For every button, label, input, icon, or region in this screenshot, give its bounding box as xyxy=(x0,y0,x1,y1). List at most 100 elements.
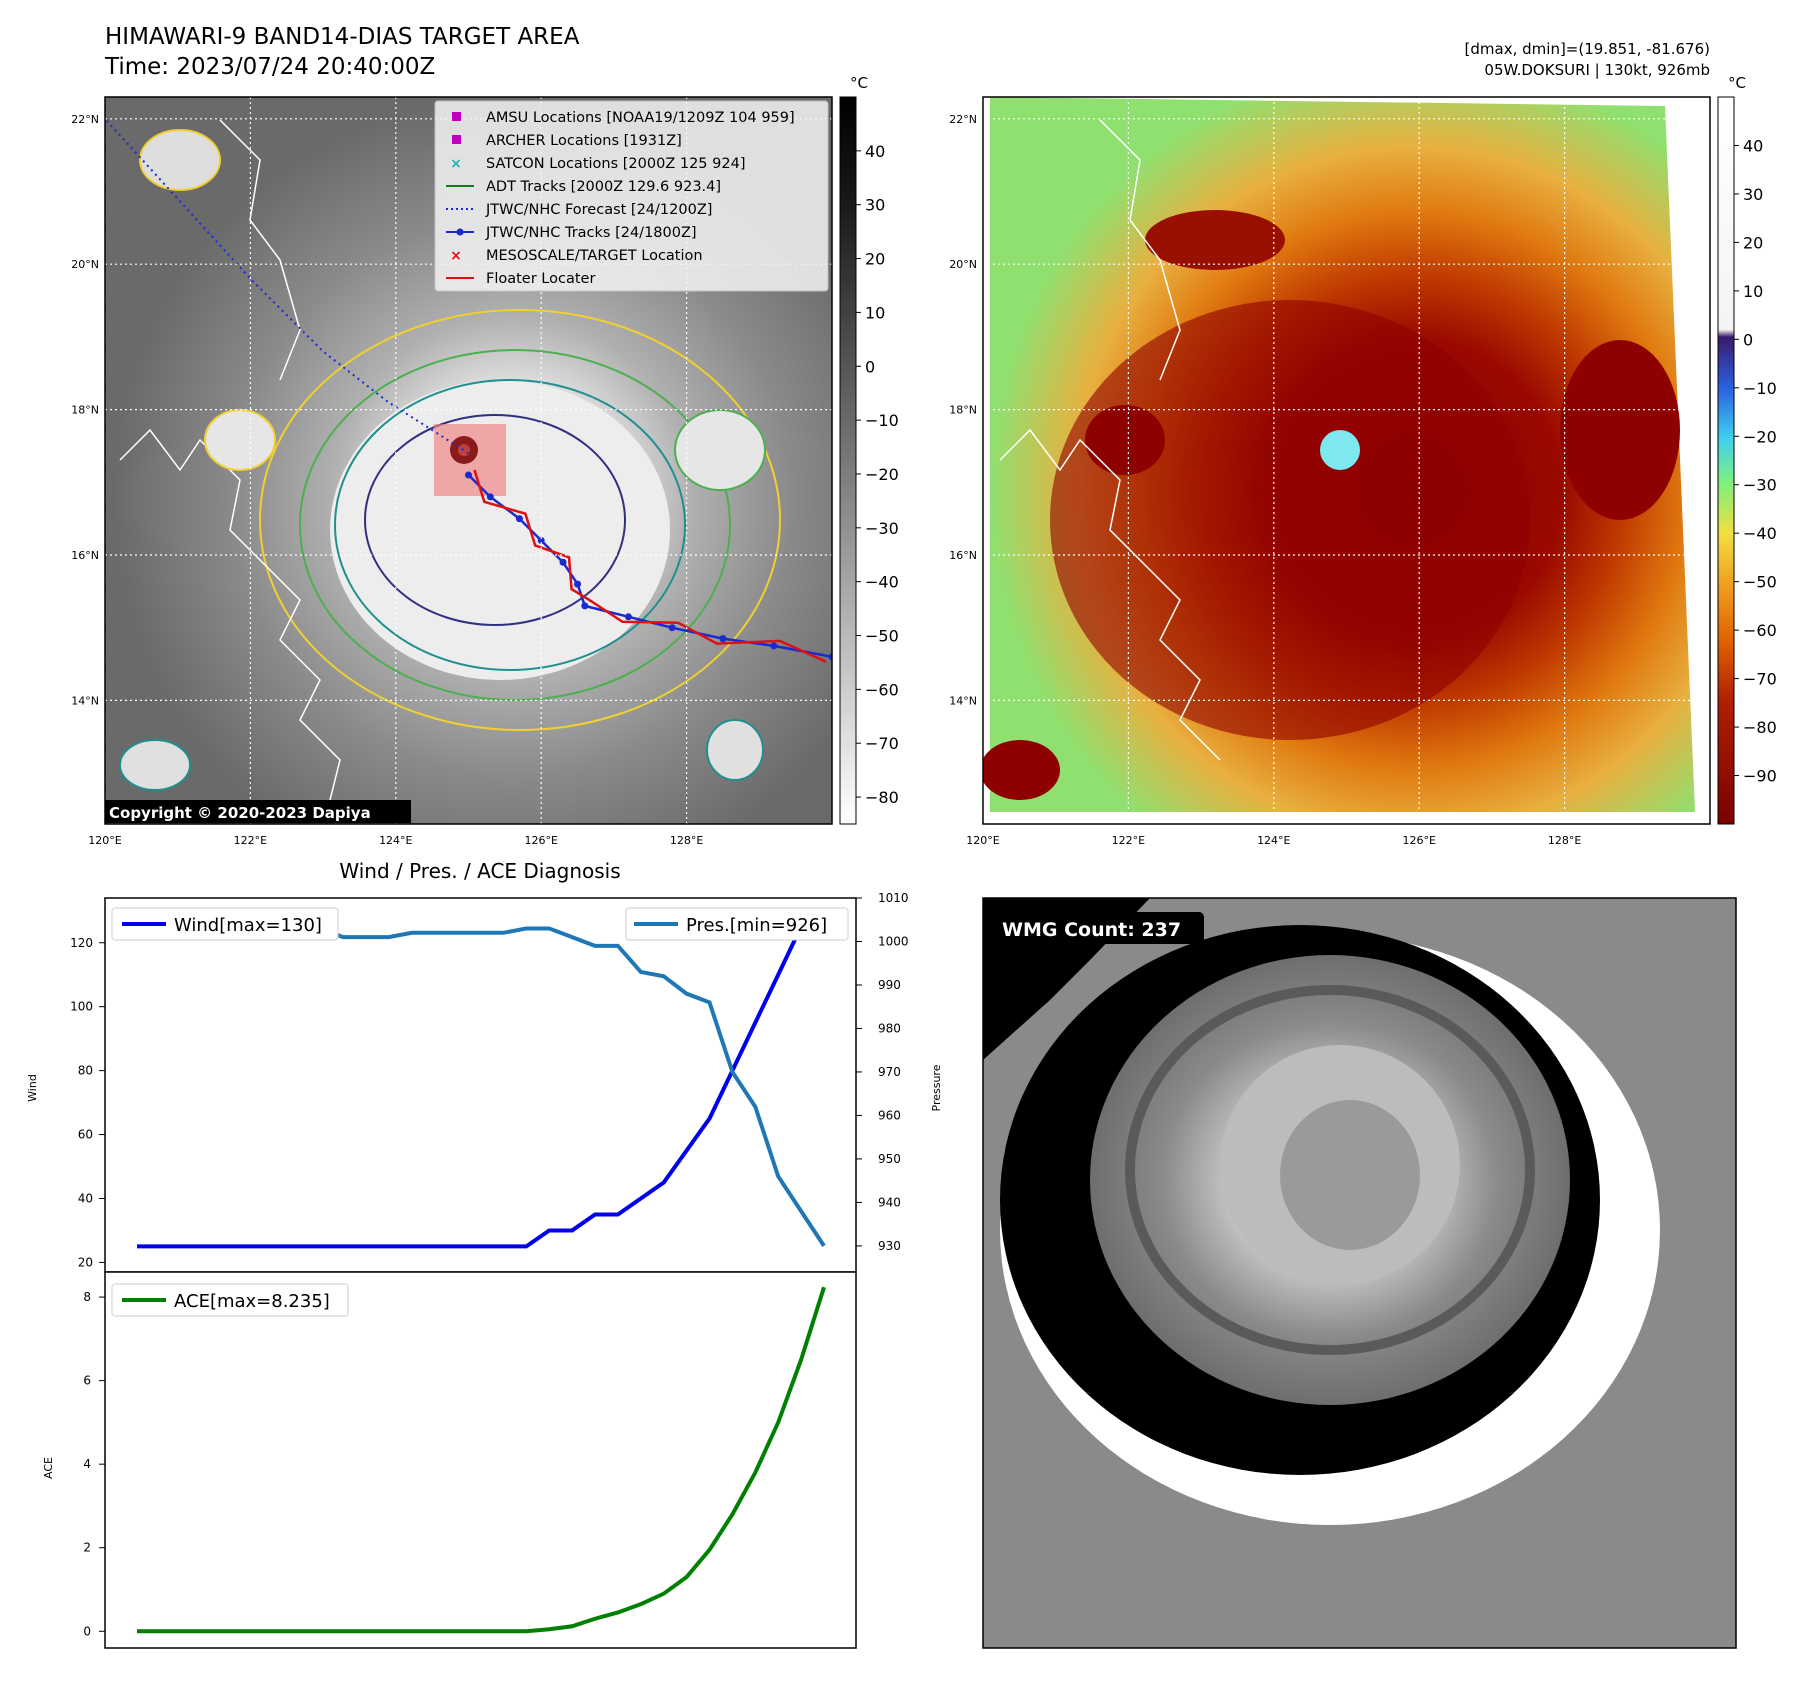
wind-tick-label: 20 xyxy=(78,1255,93,1269)
colorbar-tick-label: −30 xyxy=(1743,476,1777,495)
legend-label: ADT Tracks [2000Z 129.6 923.4] xyxy=(486,179,721,195)
coastline-right xyxy=(999,428,1221,761)
colorbar-tick-label: −20 xyxy=(865,465,899,484)
time-stamp: Time: 2023/07/24 20:40:00Z xyxy=(104,54,435,80)
colorbar-tick-label: 40 xyxy=(865,142,885,161)
dmax-dmin-label: [dmax, dmin]=(19.851, -81.676) xyxy=(1465,40,1710,58)
ace-tick-label: 8 xyxy=(83,1290,91,1304)
lon-tick-label: 120°E xyxy=(88,834,121,847)
legend-label: MESOSCALE/TARGET Location xyxy=(486,248,703,264)
legend: AMSU Locations [NOAA19/1209Z 104 959] ARC… xyxy=(434,100,829,292)
colorbar-tick-label: −70 xyxy=(865,734,899,753)
convective-cell xyxy=(674,409,766,491)
wmg-count-label: WMG Count: 237 xyxy=(1002,919,1181,941)
wind-tick-label: 40 xyxy=(78,1191,93,1205)
colorbar-tick-label: −50 xyxy=(865,627,899,646)
colorbar-tick-label: 40 xyxy=(1743,136,1763,155)
track-point xyxy=(668,624,676,632)
eye-right xyxy=(1320,430,1360,470)
lat-tick-label: 22°N xyxy=(949,113,977,126)
legend-marker xyxy=(452,135,461,144)
legend-label: SATCON Locations [2000Z 125 924] xyxy=(486,156,745,172)
cold-cell-nw xyxy=(1145,210,1285,270)
storm-info-label: 05W.DOKSURI | 130kt, 926mb xyxy=(1484,61,1710,79)
colorbar-tick-label: −40 xyxy=(865,573,899,592)
legend-marker xyxy=(452,112,461,121)
lat-tick-label: 14°N xyxy=(71,694,99,707)
right-map-frame xyxy=(982,96,1711,825)
convective-cell xyxy=(204,409,276,471)
colorbar-tick-label: 20 xyxy=(865,250,885,269)
ace-legend-box xyxy=(111,1283,349,1317)
spiral-band-cold xyxy=(1050,300,1530,740)
ace-tick-label: 2 xyxy=(83,1541,91,1555)
pressure-tick-label: 970 xyxy=(878,1065,901,1079)
colorbar-tick-label: −70 xyxy=(1743,670,1777,689)
lat-tick-label: 14°N xyxy=(949,694,977,707)
ace-tick-label: 0 xyxy=(83,1624,91,1638)
coastline-2 xyxy=(219,119,301,381)
wind-legend: Wind[max=130] xyxy=(111,907,339,941)
right-colorbar: °C 40 30 20 10 0 −10 −20 −30 −40 −50 −60 −70 −80 −90 xyxy=(1717,74,1777,825)
pressure-tick-label: 990 xyxy=(878,978,901,992)
wind-legend-label: Wind[max=130] xyxy=(174,915,322,936)
copyright: Copyright © 2020-2023 Dapiya xyxy=(109,804,371,822)
pressure-legend: Pres.[min=926] xyxy=(625,907,849,941)
lon-tick-label: 126°E xyxy=(524,834,557,847)
main-title: HIMAWARI-9 BAND14-DIAS TARGET AREA xyxy=(105,24,580,50)
track-point xyxy=(559,558,567,566)
legend-marker-dot xyxy=(456,228,464,236)
wmg-eyewall xyxy=(1125,985,1535,1355)
copyright-box xyxy=(105,800,411,823)
lat-tick-label: 18°N xyxy=(71,404,99,417)
legend-label: JTWC/NHC Forecast [24/1200Z] xyxy=(485,202,712,218)
wind-pressure-chart: Wind / Pres. / ACE Diagnosis Wind Pressu… xyxy=(26,859,943,1273)
left-colorbar-bar xyxy=(839,96,857,825)
left-map: AMSU Locations [NOAA19/1209Z 104 959] ARC… xyxy=(104,96,833,825)
cold-cell-west xyxy=(1085,405,1165,475)
colorbar-tick-label: 0 xyxy=(865,357,875,376)
colorbar-tick-label: 10 xyxy=(1743,282,1763,301)
ace-series-line xyxy=(137,1286,826,1634)
colorbar-tick-label: −40 xyxy=(1743,524,1777,543)
lon-tick-label: 120°E xyxy=(966,834,999,847)
convective-cell xyxy=(119,739,191,791)
pressure-legend-box xyxy=(625,907,849,941)
track-point xyxy=(719,635,727,643)
track-point xyxy=(770,642,778,650)
track-point xyxy=(486,493,494,501)
contour-outer-yellow xyxy=(259,309,781,731)
lat-tick-label: 16°N xyxy=(949,549,977,562)
pressure-tick-label: 980 xyxy=(878,1021,901,1035)
wmg-panel: WMG Count: 237 xyxy=(982,897,1737,1649)
legend-marker: × xyxy=(450,248,462,264)
legend-label: AMSU Locations [NOAA19/1209Z 104 959] xyxy=(486,110,795,126)
colorbar-tick-label: −60 xyxy=(1743,621,1777,640)
colorbar-tick-label: 30 xyxy=(865,196,885,215)
right-colorbar-unit: °C xyxy=(1728,74,1746,92)
lon-tick-label: 128°E xyxy=(670,834,703,847)
colorbar-tick-label: −60 xyxy=(865,680,899,699)
pressure-axis-label: Pressure xyxy=(930,1064,943,1111)
ace-axis-label: ACE xyxy=(42,1457,55,1479)
cold-cell-sw xyxy=(983,740,1060,800)
colorbar-tick-label: −50 xyxy=(1743,573,1777,592)
ace-chart: ACE 0 2 4 6 8 ACE[max=8.235] xyxy=(42,1271,857,1649)
cold-cell-east xyxy=(1560,340,1680,520)
contour-teal xyxy=(334,379,686,671)
contour-navy xyxy=(364,414,626,626)
colorbar-tick-label: −20 xyxy=(1743,427,1777,446)
pressure-tick-label: 940 xyxy=(878,1195,901,1209)
left-colorbar: °C 40 30 20 10 0 −10 −20 −30 −40 −50 −60 −70 −80 xyxy=(839,74,899,825)
floater-line xyxy=(473,469,827,663)
convective-cell xyxy=(139,129,221,191)
wind-legend-box xyxy=(111,907,339,941)
track-dots xyxy=(465,471,832,661)
colorbar-tick-label: 0 xyxy=(1743,330,1753,349)
right-map xyxy=(982,96,1711,825)
pressure-tick-label: 960 xyxy=(878,1108,901,1122)
track-point xyxy=(515,515,523,523)
ace-tick-label: 4 xyxy=(83,1457,91,1471)
lon-tick-label: 124°E xyxy=(1257,834,1290,847)
lat-tick-label: 16°N xyxy=(71,549,99,562)
